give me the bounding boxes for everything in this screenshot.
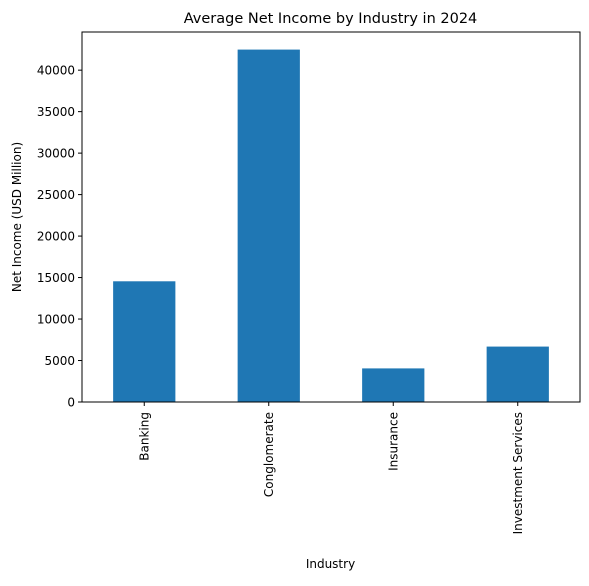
y-tick-label: 5000 <box>44 354 75 368</box>
x-tick-label-banking: Banking <box>137 412 151 461</box>
x-axis-label: Industry <box>306 557 355 571</box>
chart-title: Average Net Income by Industry in 2024 <box>184 11 478 27</box>
y-tick-label: 35000 <box>37 105 75 119</box>
x-tick-label-investment-services: Investment Services <box>511 412 525 534</box>
x-tick-label-conglomerate: Conglomerate <box>262 412 276 497</box>
y-axis-ticks: 0 5000 10000 15000 20000 25000 30000 35000 40000 <box>37 63 82 409</box>
y-tick-label: 25000 <box>37 188 75 202</box>
bar-investment-services <box>486 346 549 402</box>
y-tick-label: 40000 <box>37 63 75 77</box>
y-tick-label: 20000 <box>37 229 75 243</box>
x-axis-ticks: Banking Conglomerate Insurance Investment S… <box>137 402 525 534</box>
bar-insurance <box>362 368 425 402</box>
bar-banking <box>113 281 176 402</box>
bar-conglomerate <box>237 49 300 403</box>
y-tick-label: 30000 <box>37 146 75 160</box>
y-axis-label: Net Income (USD Million) <box>10 142 24 292</box>
bars-group <box>113 49 549 403</box>
y-tick-label: 0 <box>67 395 75 409</box>
x-tick-label-insurance: Insurance <box>386 412 400 471</box>
y-tick-label: 15000 <box>37 271 75 285</box>
y-tick-label: 10000 <box>37 312 75 326</box>
plot-frame <box>81 31 581 403</box>
